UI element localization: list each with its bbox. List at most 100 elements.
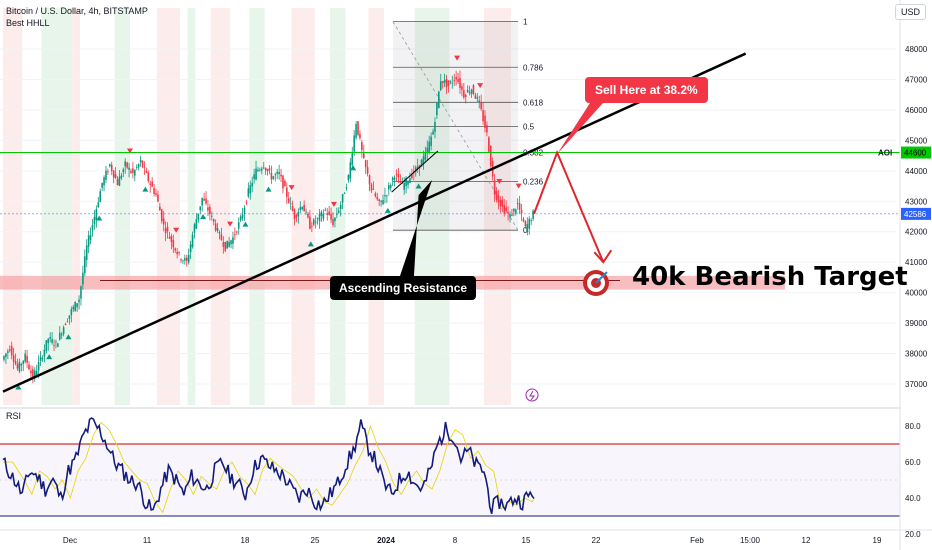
candle-body	[107, 171, 109, 173]
candle-body	[170, 236, 173, 242]
rsi-label[interactable]: RSI	[6, 411, 22, 421]
price-tick-label: 40000	[905, 289, 928, 298]
rsi-signal-line	[3, 421, 535, 514]
candle-body	[374, 193, 377, 197]
candle-body	[426, 147, 429, 154]
candle-body	[226, 240, 228, 249]
candle-body	[464, 94, 467, 97]
candle-body	[422, 156, 425, 165]
candle-body	[141, 160, 144, 168]
candle-body	[349, 162, 352, 179]
candle-body	[184, 258, 186, 261]
candle-body	[45, 340, 48, 351]
candle-body	[301, 207, 304, 209]
candle-body	[78, 299, 80, 303]
candle-body	[126, 162, 128, 168]
signal-up-marker	[307, 241, 314, 247]
candle-body	[364, 160, 367, 168]
candle-body	[461, 86, 463, 90]
candle-body	[228, 241, 230, 247]
candle-body	[295, 215, 298, 218]
candle-body	[249, 185, 252, 194]
candle-body	[262, 167, 265, 169]
candle-body	[372, 188, 375, 190]
candle-body	[20, 363, 23, 366]
candle-body	[472, 84, 475, 95]
trend-band	[330, 8, 346, 405]
candle-body	[155, 193, 157, 196]
candle-body	[518, 203, 521, 210]
symbol-title[interactable]: Bitcoin / U.S. Dollar, 4h, BITSTAMP	[6, 6, 148, 16]
fib-diagonal	[392, 21, 519, 231]
aoi-price-tag	[901, 146, 931, 159]
candle-body	[164, 228, 167, 234]
candle-body	[336, 214, 338, 215]
candle-body	[237, 222, 240, 229]
candle-body	[362, 151, 365, 159]
trend-band	[156, 8, 181, 405]
candle-body	[151, 181, 153, 187]
candle-body	[134, 170, 136, 176]
candle-body	[482, 110, 484, 122]
price-tick-label: 44000	[905, 167, 928, 176]
currency-button[interactable]: USD	[894, 4, 926, 20]
time-tick-label: 12	[802, 536, 811, 545]
candle-body	[212, 219, 215, 222]
candle-body	[259, 169, 261, 171]
candle-body	[438, 91, 440, 108]
candle-body	[334, 217, 336, 222]
candle-body	[174, 248, 177, 251]
projection-path	[533, 149, 605, 263]
current-price-tag	[901, 207, 931, 220]
candle-body	[166, 226, 169, 232]
candle-body	[287, 198, 290, 203]
candle-body	[30, 370, 32, 374]
ascending-trendline	[2, 52, 747, 393]
time-tick-label: 15:00	[740, 536, 761, 545]
aoi-label: AOI	[878, 149, 892, 158]
candle-body	[459, 77, 461, 88]
candle-body	[343, 193, 346, 194]
indicator-label[interactable]: Best HHLL	[6, 18, 50, 28]
time-tick-label: Feb	[690, 536, 704, 545]
candle-body	[272, 176, 275, 179]
signal-down-marker	[227, 221, 234, 227]
signal-up-marker	[65, 334, 72, 340]
candle-body	[66, 321, 69, 323]
signal-up-marker	[350, 165, 357, 171]
candle-body	[357, 121, 359, 135]
candle-body	[318, 213, 321, 222]
candle-body	[62, 327, 65, 335]
candle-body	[511, 214, 513, 216]
current-price-value: 42586	[904, 210, 927, 219]
time-tick-label: 15	[522, 536, 531, 545]
candle-body	[247, 188, 250, 197]
candle-body	[137, 164, 140, 168]
candle-body	[332, 219, 334, 226]
candle-body	[291, 206, 294, 211]
price-tick-label: 42000	[905, 228, 928, 237]
candle-body	[455, 76, 457, 80]
candle-body	[236, 231, 238, 233]
candle-body	[497, 195, 500, 203]
candle-body	[428, 141, 431, 153]
candle-body	[135, 166, 138, 168]
candle-body	[339, 205, 342, 209]
signal-up-marker	[242, 221, 249, 227]
candle-body	[218, 232, 221, 234]
candle-body	[58, 332, 61, 340]
price-tick-label: 39000	[905, 319, 928, 328]
candle-body	[434, 122, 436, 132]
grid	[0, 48, 896, 385]
candle-body	[160, 209, 163, 222]
time-tick-label: 19	[873, 536, 882, 545]
candle-body	[191, 234, 194, 247]
candle-body	[182, 260, 184, 262]
candle-body	[389, 185, 392, 188]
candle-body	[303, 205, 305, 212]
rsi-tick-label: 60.0	[905, 458, 921, 467]
sell-callout: Sell Here at 38.2%	[585, 77, 708, 103]
candle-body	[489, 145, 492, 167]
trend-band	[368, 8, 384, 405]
candle-body	[430, 136, 432, 147]
